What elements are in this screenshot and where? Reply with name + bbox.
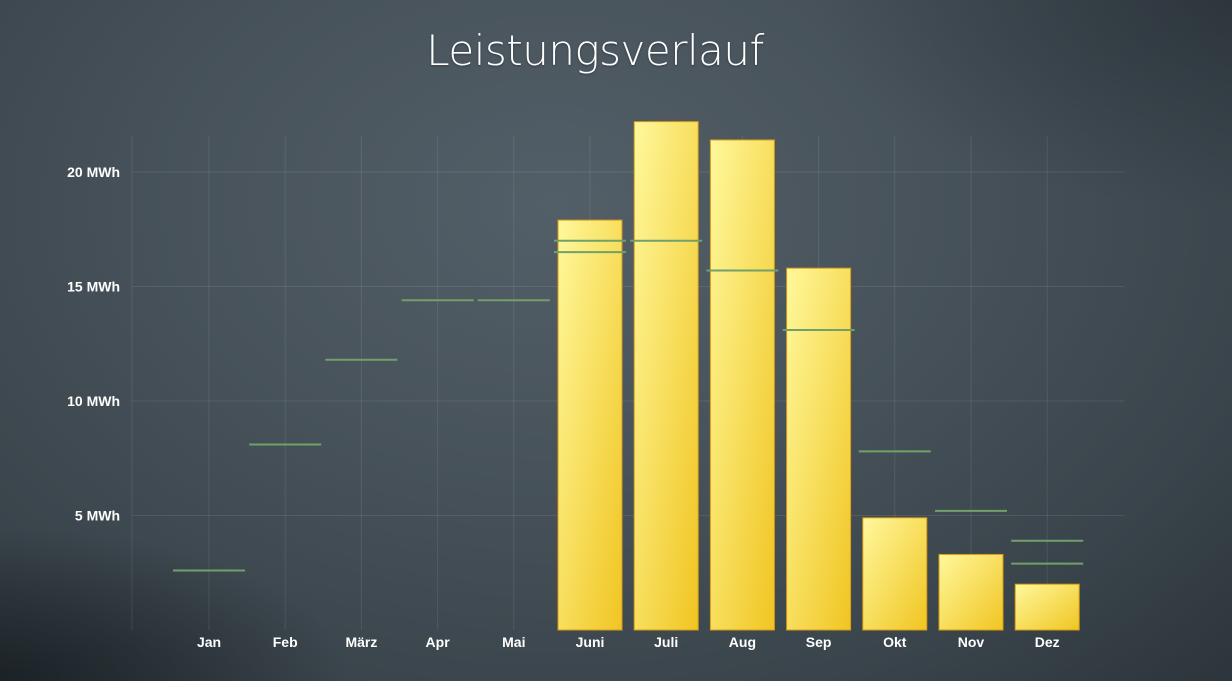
chart-title: Leistungsverlauf bbox=[426, 26, 764, 75]
x-tick-label: Sep bbox=[806, 634, 832, 650]
bar bbox=[557, 219, 623, 631]
x-tick-label: Juli bbox=[654, 634, 678, 650]
reference-lines bbox=[173, 239, 1084, 572]
x-tick-label: Okt bbox=[883, 634, 907, 650]
y-tick-label: 5 MWh bbox=[75, 508, 120, 524]
y-tick-label: 15 MWh bbox=[67, 279, 120, 295]
bar bbox=[709, 139, 775, 631]
x-tick-label: Dez bbox=[1035, 634, 1060, 650]
bar bbox=[633, 121, 699, 631]
x-tick-label: Nov bbox=[958, 634, 985, 650]
x-tick-label: Apr bbox=[426, 634, 451, 650]
bars bbox=[557, 121, 1080, 631]
x-tick-label: Aug bbox=[729, 634, 756, 650]
axis-labels: 5 MWh 10 MWh 15 MWh 20 MWh Jan Feb März Apr Mai J… bbox=[67, 164, 1060, 650]
x-tick-label: Feb bbox=[273, 634, 298, 650]
x-tick-label: Mai bbox=[502, 634, 525, 650]
bar bbox=[786, 267, 852, 631]
x-tick-label: Jan bbox=[197, 634, 221, 650]
x-tick-label: Juni bbox=[576, 634, 605, 650]
bar bbox=[938, 553, 1004, 631]
y-tick-label: 10 MWh bbox=[67, 393, 120, 409]
y-tick-label: 20 MWh bbox=[67, 164, 120, 180]
bar bbox=[862, 517, 928, 631]
bar bbox=[1014, 583, 1080, 631]
x-tick-label: März bbox=[345, 634, 377, 650]
